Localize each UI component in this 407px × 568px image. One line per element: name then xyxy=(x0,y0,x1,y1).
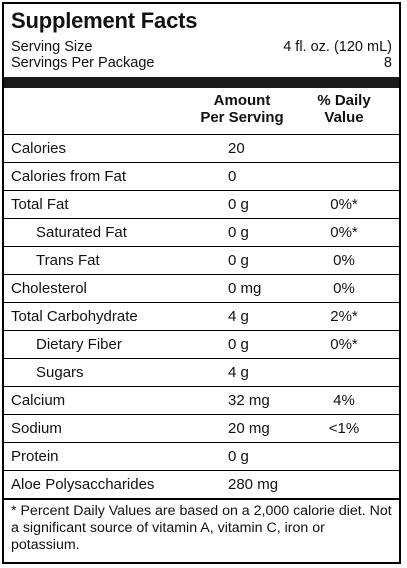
daily-value-header-line1: % Daily xyxy=(317,92,371,109)
amount-per-serving-header: Amount Per Serving xyxy=(190,92,294,126)
nutrient-row-aloe-polysaccharides: Aloe Polysaccharides 280 mg xyxy=(4,470,399,498)
nutrient-row-sugars: Sugars 4 g xyxy=(4,358,399,386)
servings-per-package-label: Servings Per Package xyxy=(11,55,155,71)
servings-per-package-row: Servings Per Package 8 xyxy=(11,55,392,72)
serving-size-label: Serving Size xyxy=(11,39,93,55)
amount-header-line2: Per Serving xyxy=(200,109,284,126)
nutrient-row-cholesterol: Cholesterol 0 mg 0% xyxy=(4,274,399,302)
footnote: * Percent Daily Values are based on a 2,… xyxy=(4,498,399,562)
supplement-facts-panel: Supplement Facts Serving Size 4 fl. oz. … xyxy=(2,2,401,564)
nutrient-row-sodium: Sodium 20 mg <1% xyxy=(4,414,399,442)
nutrient-row-calcium: Calcium 32 mg 4% xyxy=(4,386,399,414)
nutrient-row-total-carbohydrate: Total Carbohydrate 4 g 2%* xyxy=(4,302,399,330)
nutrient-row-dietary-fiber: Dietary Fiber 0 g 0%* xyxy=(4,330,399,358)
nutrient-row-calories: Calories 20 xyxy=(4,134,399,162)
nutrient-row-protein: Protein 0 g xyxy=(4,442,399,470)
nutrient-row-saturated-fat: Saturated Fat 0 g 0%* xyxy=(4,218,399,246)
nutrient-table: Calories 20 Calories from Fat 0 Total Fa… xyxy=(4,134,399,498)
nutrient-row-calories-from-fat: Calories from Fat 0 xyxy=(4,162,399,190)
serving-size-value: 4 fl. oz. (120 mL) xyxy=(283,39,392,55)
serving-size-row: Serving Size 4 fl. oz. (120 mL) xyxy=(11,39,392,56)
servings-per-package-value: 8 xyxy=(383,55,392,71)
thick-divider xyxy=(4,77,399,88)
nutrient-row-trans-fat: Trans Fat 0 g 0% xyxy=(4,246,399,274)
daily-value-header: % Daily Value xyxy=(304,92,384,126)
panel-title: Supplement Facts xyxy=(11,8,198,33)
amount-header-line1: Amount xyxy=(213,92,271,109)
nutrient-row-total-fat: Total Fat 0 g 0%* xyxy=(4,190,399,218)
daily-value-header-line2: Value xyxy=(324,109,364,126)
